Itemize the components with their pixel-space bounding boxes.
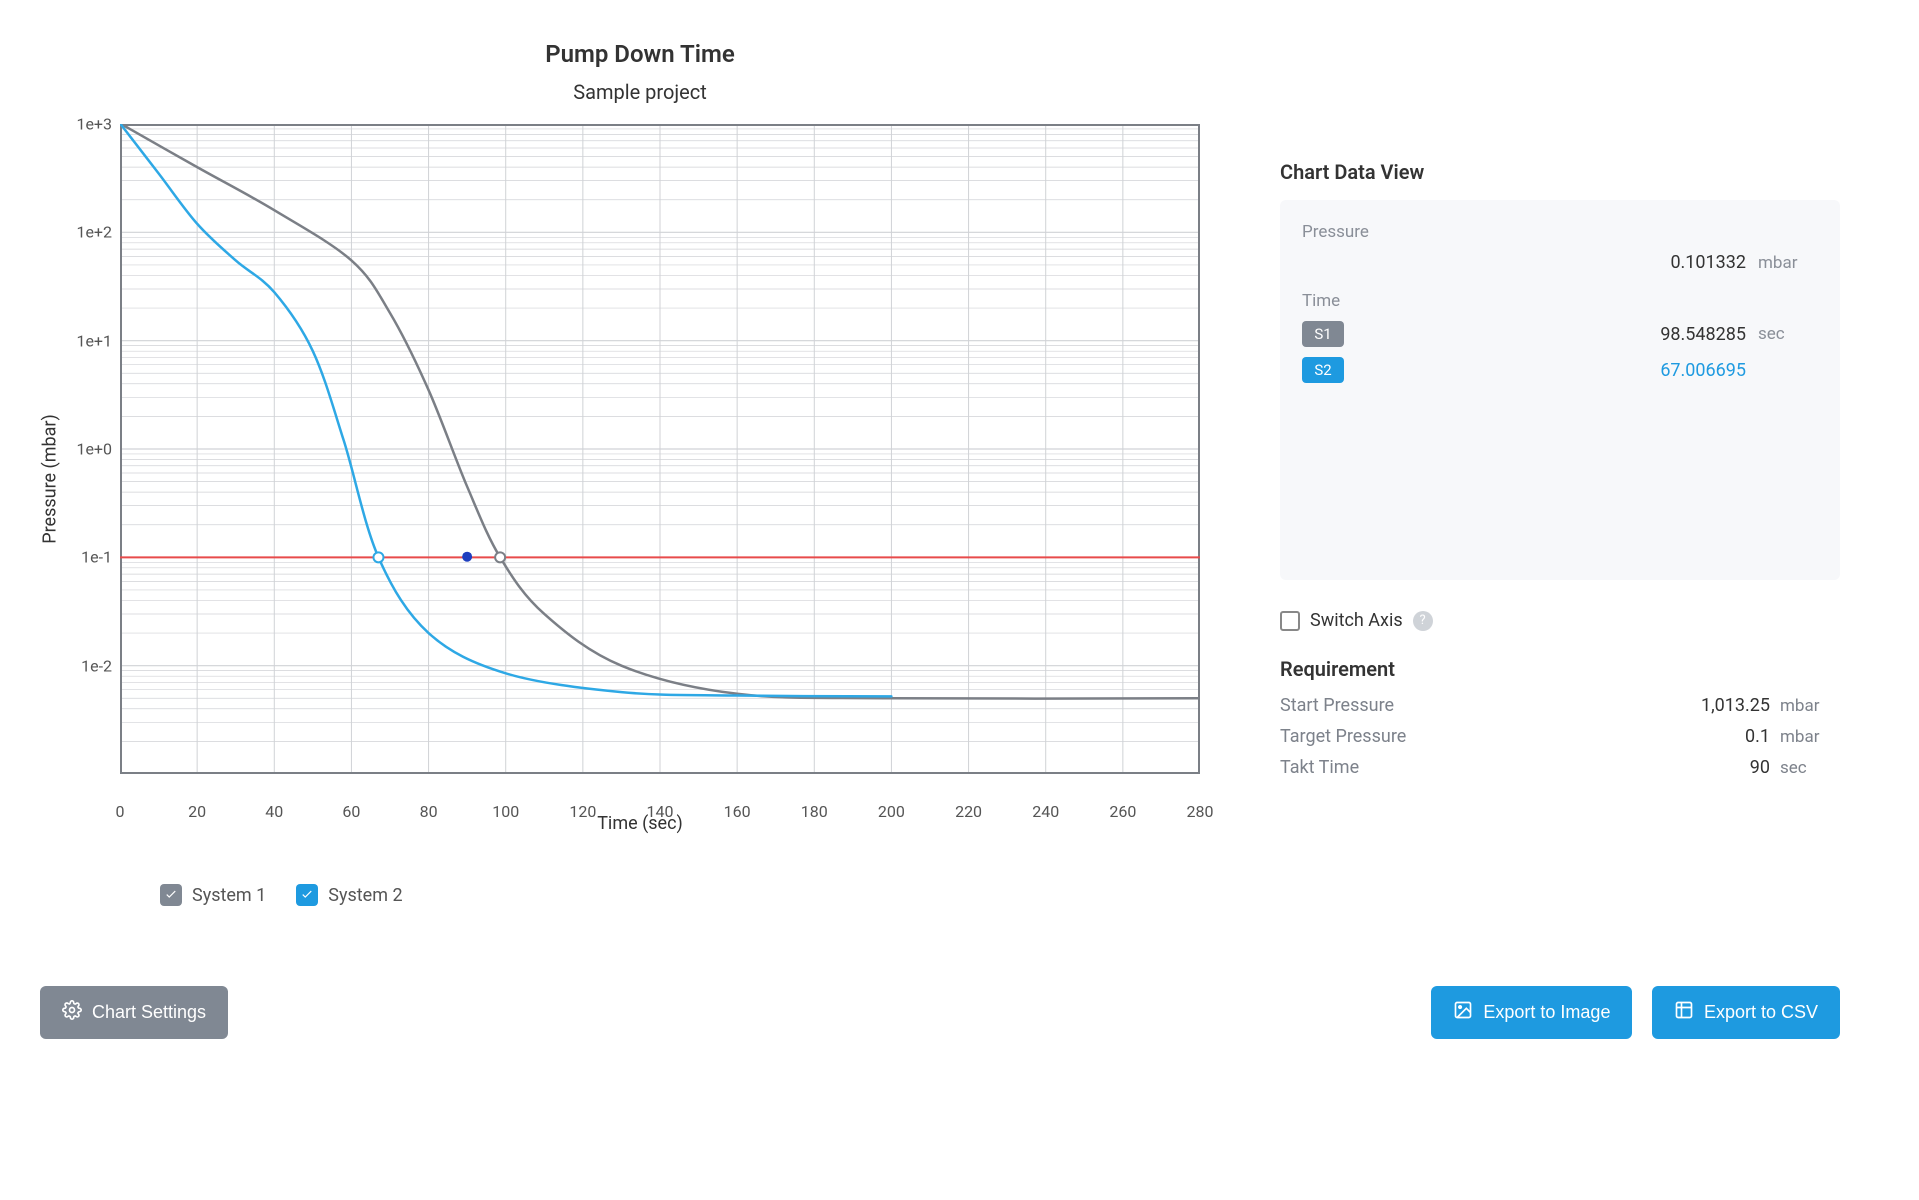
legend: System 1 System 2 <box>40 884 1240 906</box>
requirement-row: Takt Time 90 sec <box>1280 757 1840 778</box>
legend-item-system-1[interactable]: System 1 <box>160 884 266 906</box>
help-icon[interactable]: ? <box>1413 611 1433 631</box>
pressure-unit: mbar <box>1758 253 1818 273</box>
switch-axis-checkbox[interactable] <box>1280 611 1300 631</box>
x-tick-label: 40 <box>265 802 283 821</box>
x-tick-label: 100 <box>492 802 519 821</box>
requirement-title: Requirement <box>1280 657 1840 681</box>
chart-data-panel: Pressure 0.101332 mbar Time S1 98.548285… <box>1280 200 1840 580</box>
requirement-value: 90 <box>1750 757 1770 778</box>
requirement-value: 1,013.25 <box>1701 695 1770 716</box>
x-tick-label: 280 <box>1187 802 1214 821</box>
y-tick-label: 1e+3 <box>76 115 112 134</box>
y-tick-label: 1e+2 <box>76 223 112 242</box>
series-badge-s2: S2 <box>1302 357 1344 383</box>
x-tick-label: 20 <box>188 802 206 821</box>
checkbox-icon <box>296 884 318 906</box>
table-icon <box>1674 1000 1694 1025</box>
x-tick-label: 220 <box>955 802 982 821</box>
y-tick-label: 1e+0 <box>76 440 112 459</box>
time-unit-s1: sec <box>1758 324 1818 344</box>
button-label: Chart Settings <box>92 1002 206 1023</box>
button-label: Export to CSV <box>1704 1002 1818 1023</box>
legend-item-system-2[interactable]: System 2 <box>296 884 402 906</box>
gear-icon <box>62 1000 82 1025</box>
x-tick-label: 120 <box>569 802 596 821</box>
chart-settings-button[interactable]: Chart Settings <box>40 986 228 1039</box>
x-tick-label: 240 <box>1032 802 1059 821</box>
legend-label: System 2 <box>328 885 402 906</box>
switch-axis-label: Switch Axis <box>1310 610 1403 631</box>
time-value-s2: 67.006695 <box>1660 360 1746 381</box>
y-tick-label: 1e+1 <box>76 331 112 350</box>
export-to-csv-button[interactable]: Export to CSV <box>1652 986 1840 1039</box>
requirement-row: Start Pressure 1,013.25 mbar <box>1280 695 1840 716</box>
time-value-s1: 98.548285 <box>1660 324 1746 345</box>
x-tick-label: 180 <box>801 802 828 821</box>
checkbox-icon <box>160 884 182 906</box>
requirement-unit: sec <box>1780 758 1840 778</box>
chart-subtitle: Sample project <box>40 80 1240 104</box>
y-tick-label: 1e-1 <box>81 548 112 567</box>
requirement-label: Target Pressure <box>1280 726 1406 747</box>
requirement-value: 0.1 <box>1745 726 1770 747</box>
y-tick-label: 1e-2 <box>81 656 112 675</box>
export-to-image-button[interactable]: Export to Image <box>1431 986 1632 1039</box>
pump-down-chart[interactable] <box>120 124 1200 774</box>
requirement-label: Takt Time <box>1280 757 1359 778</box>
pressure-label: Pressure <box>1302 222 1818 242</box>
requirement-unit: mbar <box>1780 696 1840 716</box>
button-label: Export to Image <box>1483 1002 1610 1023</box>
requirement-unit: mbar <box>1780 727 1840 747</box>
x-tick-label: 260 <box>1109 802 1136 821</box>
legend-label: System 1 <box>192 885 266 906</box>
requirement-label: Start Pressure <box>1280 695 1394 716</box>
image-icon <box>1453 1000 1473 1025</box>
y-axis-label: Pressure (mbar) <box>40 414 61 544</box>
series-badge-s1: S1 <box>1302 321 1344 347</box>
time-label: Time <box>1302 291 1818 311</box>
x-axis-label: Time (sec) <box>597 813 683 834</box>
requirement-row: Target Pressure 0.1 mbar <box>1280 726 1840 747</box>
chart-data-view-title: Chart Data View <box>1280 160 1840 184</box>
x-tick-label: 200 <box>878 802 905 821</box>
x-tick-label: 60 <box>342 802 360 821</box>
x-tick-label: 0 <box>116 802 125 821</box>
chart-title: Pump Down Time <box>40 40 1240 68</box>
x-tick-label: 80 <box>420 802 438 821</box>
pressure-value: 0.101332 <box>1670 252 1746 273</box>
plot-wrapper: 1e-21e-11e+01e+11e+21e+3 020406080100120… <box>120 124 1240 774</box>
x-tick-label: 160 <box>724 802 751 821</box>
switch-axis-row[interactable]: Switch Axis ? <box>1280 610 1840 631</box>
